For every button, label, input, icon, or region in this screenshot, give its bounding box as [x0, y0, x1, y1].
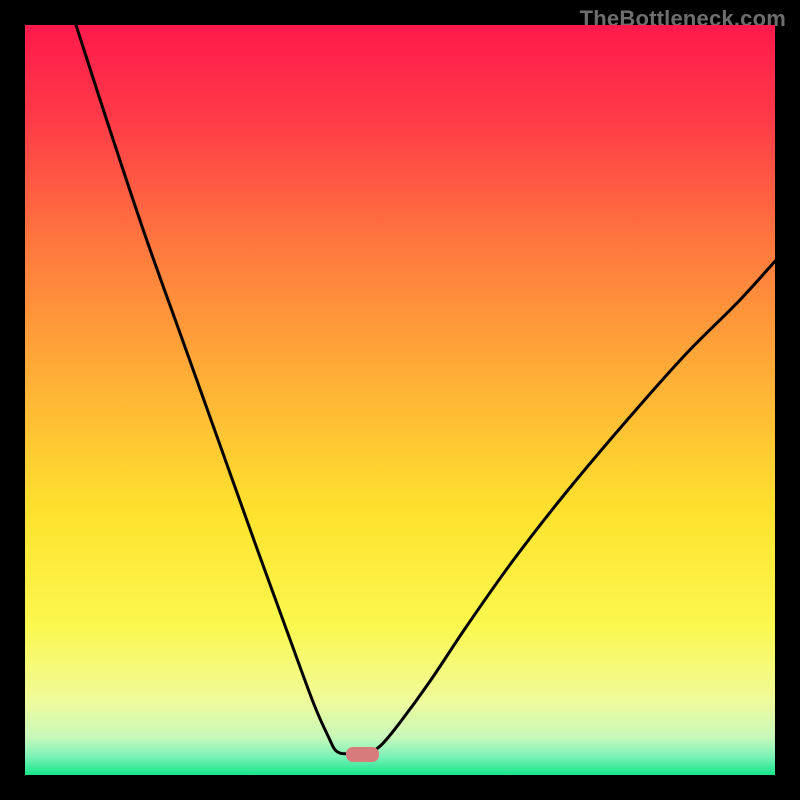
chart-frame: TheBottleneck.com: [0, 0, 800, 800]
plot-area: [25, 25, 775, 775]
optimal-point-marker: [346, 747, 380, 762]
bottleneck-curve: [25, 25, 775, 775]
